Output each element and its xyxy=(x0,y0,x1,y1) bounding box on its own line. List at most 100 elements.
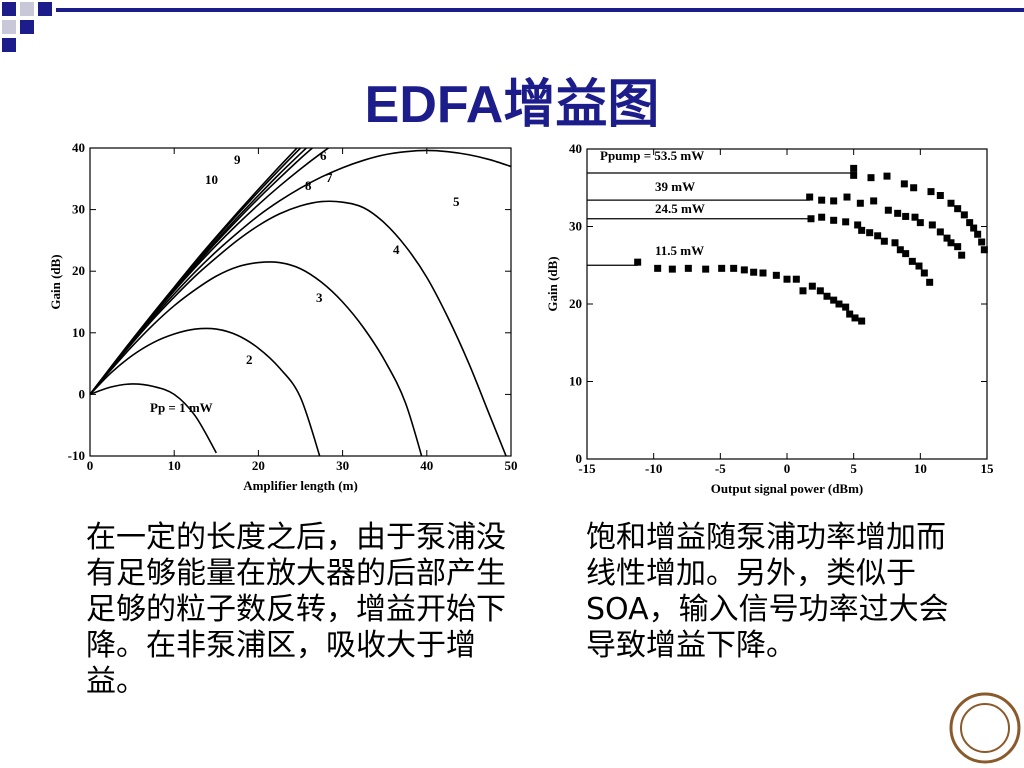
point xyxy=(902,212,910,220)
point xyxy=(936,228,944,236)
y-tick-label: 30 xyxy=(569,219,582,234)
series-label: 9 xyxy=(234,152,241,167)
point xyxy=(730,264,738,272)
point xyxy=(856,199,864,207)
point xyxy=(850,171,858,179)
point xyxy=(896,246,904,254)
deco-bar xyxy=(56,8,1024,12)
point xyxy=(818,196,826,204)
point xyxy=(718,264,726,272)
point xyxy=(759,269,767,277)
logo xyxy=(960,703,1010,753)
x-axis-label: Amplifier length (m) xyxy=(243,478,358,493)
point xyxy=(808,282,816,290)
point xyxy=(978,238,986,246)
point xyxy=(902,250,910,258)
point xyxy=(867,174,875,182)
series-label: 8 xyxy=(305,178,312,193)
point xyxy=(843,193,851,201)
x-axis-label: Output signal power (dBm) xyxy=(711,481,864,496)
x-tick-label: 30 xyxy=(336,458,349,473)
point xyxy=(846,310,854,318)
point xyxy=(772,271,780,279)
point xyxy=(974,230,982,238)
y-tick-label: 40 xyxy=(569,141,582,156)
y-axis-label: Gain (dB) xyxy=(48,254,63,309)
deco-square xyxy=(38,2,52,16)
line xyxy=(90,327,321,456)
series-label: 3 xyxy=(316,290,323,305)
point xyxy=(634,258,642,266)
point xyxy=(915,262,923,270)
point xyxy=(884,206,892,214)
x-tick-label: 10 xyxy=(914,461,927,476)
point xyxy=(966,219,974,227)
x-tick-label: 40 xyxy=(420,458,433,473)
series-label: 10 xyxy=(205,172,218,187)
point xyxy=(954,205,962,213)
y-tick-label: 10 xyxy=(72,325,85,340)
series-label: Pp = 1 mW xyxy=(150,400,213,415)
series-label: 24.5 mW xyxy=(655,201,705,216)
deco-square xyxy=(20,2,34,16)
y-tick-label: -10 xyxy=(68,448,85,463)
deco-square xyxy=(2,2,16,16)
series-label: 39 mW xyxy=(655,179,695,194)
series-label: 4 xyxy=(393,242,400,257)
series-label: 5 xyxy=(453,194,460,209)
point xyxy=(874,232,882,240)
point xyxy=(970,224,978,232)
point xyxy=(980,246,988,254)
point xyxy=(943,234,951,242)
y-tick-label: 20 xyxy=(72,263,85,278)
x-tick-label: 20 xyxy=(252,458,265,473)
line xyxy=(90,148,299,395)
point xyxy=(928,221,936,229)
y-tick-label: 40 xyxy=(72,140,85,155)
point xyxy=(654,264,662,272)
y-tick-label: 0 xyxy=(576,451,583,466)
series-group xyxy=(90,148,511,456)
line xyxy=(90,200,507,456)
line xyxy=(90,383,217,454)
point xyxy=(910,184,918,192)
point xyxy=(823,292,831,300)
paragraph: 在一定的长度之后，由于泵浦没有足够能量在放大器的后部产生足够的粒子数反转，增益开… xyxy=(86,520,506,699)
point xyxy=(891,239,899,247)
deco-square xyxy=(2,38,16,52)
point xyxy=(900,180,908,188)
logo xyxy=(949,692,1021,764)
point xyxy=(750,268,758,276)
x-tick-label: -5 xyxy=(715,461,726,476)
series-label: 2 xyxy=(246,352,253,367)
x-tick-label: 50 xyxy=(505,458,518,473)
point xyxy=(954,243,962,251)
point xyxy=(916,219,924,227)
y-tick-label: 10 xyxy=(569,374,582,389)
y-tick-label: 20 xyxy=(569,296,582,311)
point xyxy=(911,213,919,221)
x-tick-label: 5 xyxy=(850,461,857,476)
point xyxy=(668,265,676,273)
y-axis-label: Gain (dB) xyxy=(545,256,560,311)
point xyxy=(740,266,748,274)
point xyxy=(858,226,866,234)
point xyxy=(792,275,800,283)
point xyxy=(830,216,838,224)
point xyxy=(908,257,916,265)
slide-title: EDFA增益图 xyxy=(364,76,660,134)
point xyxy=(783,275,791,283)
point xyxy=(880,237,888,245)
x-tick-label: 10 xyxy=(168,458,181,473)
point xyxy=(702,265,710,273)
point xyxy=(870,197,878,205)
point xyxy=(818,213,826,221)
deco-square xyxy=(2,20,16,34)
point xyxy=(858,317,866,325)
deco-square xyxy=(20,20,34,34)
point xyxy=(842,303,850,311)
